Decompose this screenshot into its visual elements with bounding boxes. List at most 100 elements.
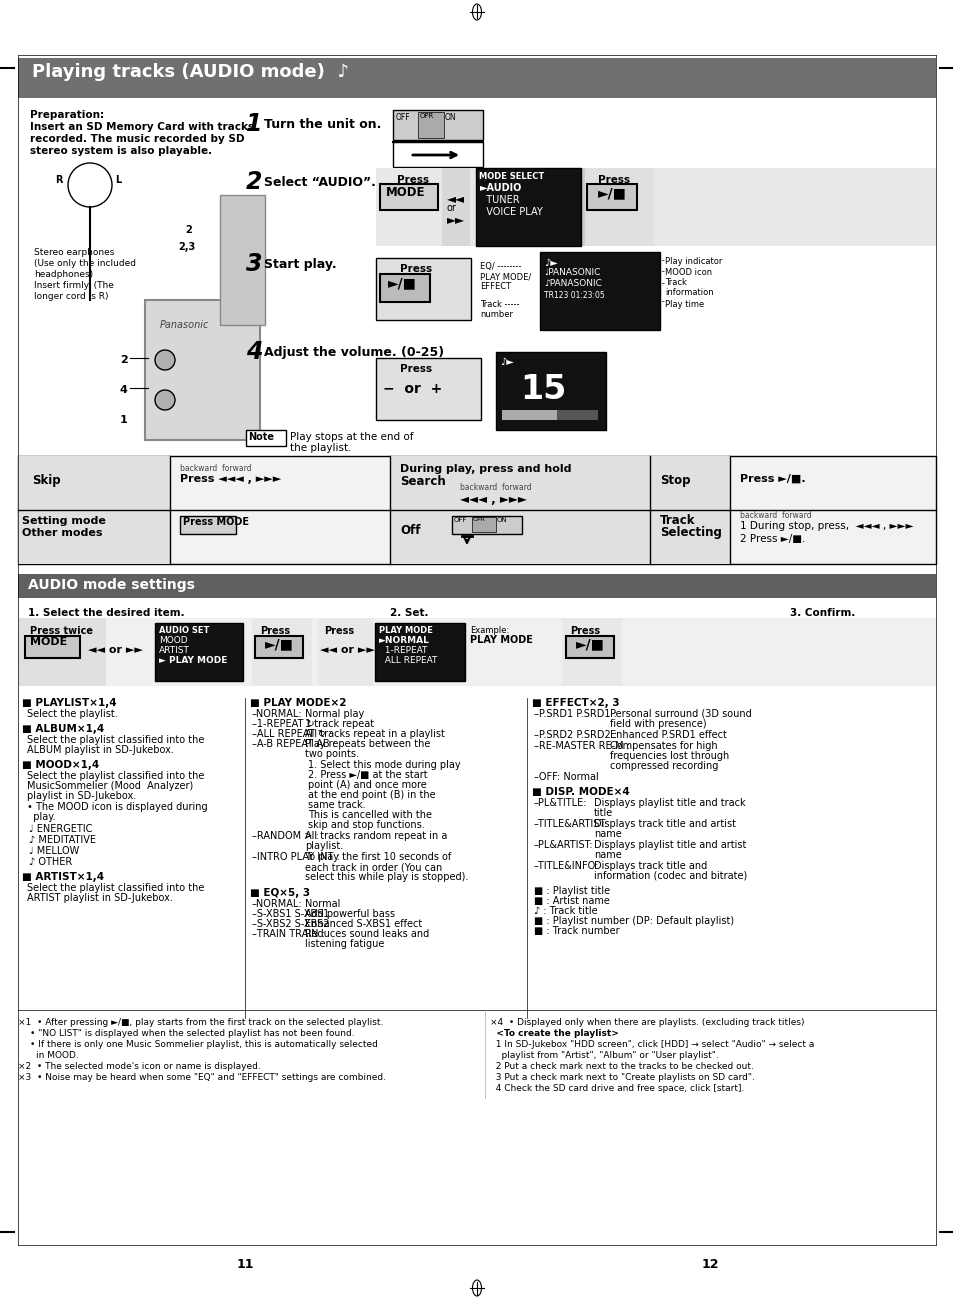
- Text: Start play.: Start play.: [264, 257, 336, 270]
- Text: During play, press and hold: During play, press and hold: [399, 464, 571, 474]
- Text: ♪ : Track title: ♪ : Track title: [534, 906, 597, 916]
- Bar: [390, 456, 649, 510]
- Text: 1. Select the desired item.: 1. Select the desired item.: [28, 608, 185, 618]
- Text: ♪►: ♪►: [543, 257, 558, 268]
- Bar: [561, 618, 621, 686]
- Text: Press: Press: [399, 264, 432, 274]
- Text: Add powerful bass: Add powerful bass: [305, 909, 395, 919]
- Text: –TRAIN TRAIN :: –TRAIN TRAIN :: [252, 930, 325, 939]
- Text: 2: 2: [246, 170, 262, 194]
- Text: or: or: [447, 203, 456, 213]
- Text: Insert an SD Memory Card with tracks: Insert an SD Memory Card with tracks: [30, 122, 253, 133]
- Text: 1: 1: [120, 415, 128, 425]
- Text: skip and stop functions.: skip and stop functions.: [308, 820, 424, 829]
- Text: ♩ ENERGETIC: ♩ ENERGETIC: [29, 824, 92, 835]
- Text: Displays track title and artist: Displays track title and artist: [594, 819, 735, 829]
- Text: information (codec and bitrate): information (codec and bitrate): [594, 871, 746, 881]
- Text: –P.SRD2 P.SRD2 :: –P.SRD2 P.SRD2 :: [534, 731, 617, 740]
- Text: Press: Press: [396, 176, 429, 185]
- Bar: [393, 142, 482, 166]
- Bar: [417, 112, 443, 138]
- Text: ►AUDIO: ►AUDIO: [479, 183, 522, 192]
- Text: –TITLE&INFO:: –TITLE&INFO:: [534, 861, 598, 871]
- Text: Displays playlist title and track: Displays playlist title and track: [594, 798, 745, 809]
- Text: To play the first 10 seconds of: To play the first 10 seconds of: [305, 852, 451, 862]
- Text: ON: ON: [444, 113, 456, 122]
- Text: ►/■: ►/■: [598, 186, 626, 200]
- Text: ■ : Track number: ■ : Track number: [534, 926, 619, 936]
- Text: Select the playlist classified into the: Select the playlist classified into the: [27, 883, 204, 893]
- Text: 1-REPEAT: 1-REPEAT: [378, 646, 427, 655]
- Bar: [18, 575, 935, 598]
- Text: PLAY MODE: PLAY MODE: [470, 634, 533, 645]
- Text: ♪PANASONIC: ♪PANASONIC: [543, 280, 601, 289]
- Text: ♩PANASONIC: ♩PANASONIC: [543, 268, 599, 277]
- Text: select this while play is stopped).: select this while play is stopped).: [305, 872, 468, 881]
- Text: Panasonic: Panasonic: [160, 320, 209, 330]
- Text: Example:: Example:: [470, 627, 509, 634]
- Text: 3 Put a check mark next to "Create playlists on SD card".: 3 Put a check mark next to "Create playl…: [490, 1072, 754, 1082]
- Text: backward  forward: backward forward: [180, 464, 252, 473]
- Bar: [441, 168, 470, 246]
- Text: All tracks repeat in a playlist: All tracks repeat in a playlist: [305, 729, 444, 738]
- Text: –ALL REPEAT ↻ :: –ALL REPEAT ↻ :: [252, 729, 332, 738]
- Text: frequencies lost through: frequencies lost through: [609, 751, 728, 760]
- Text: Other modes: Other modes: [22, 528, 102, 538]
- Text: –INTRO PLAY INT :: –INTRO PLAY INT :: [252, 852, 339, 862]
- Bar: [220, 195, 265, 325]
- Text: –NORMAL:: –NORMAL:: [252, 708, 302, 719]
- Text: –RE-MASTER RE-M :: –RE-MASTER RE-M :: [534, 741, 629, 751]
- Text: Turn the unit on.: Turn the unit on.: [264, 118, 381, 131]
- Bar: [375, 358, 480, 420]
- Bar: [580, 168, 584, 246]
- Text: name: name: [594, 829, 621, 838]
- Text: information: information: [664, 289, 713, 296]
- Text: Insert firmly. (The: Insert firmly. (The: [34, 281, 113, 290]
- Text: OFF: OFF: [454, 517, 467, 523]
- Text: Preparation:: Preparation:: [30, 111, 104, 120]
- Text: –NORMAL:: –NORMAL:: [252, 900, 302, 909]
- Text: 12: 12: [700, 1258, 718, 1271]
- Text: 4: 4: [246, 341, 262, 364]
- Text: TUNER: TUNER: [479, 195, 519, 205]
- Bar: [496, 352, 605, 430]
- Text: Press: Press: [569, 627, 599, 636]
- Text: Skip: Skip: [32, 474, 61, 488]
- Text: 2. Press ►/■ at the start: 2. Press ►/■ at the start: [308, 770, 427, 780]
- Text: ■ EQ×5, 3: ■ EQ×5, 3: [250, 888, 310, 898]
- Text: R: R: [55, 176, 63, 185]
- Text: each track in order (You can: each track in order (You can: [305, 862, 442, 872]
- Text: PLAY MODE: PLAY MODE: [378, 627, 433, 634]
- Bar: [586, 185, 637, 211]
- Text: Press ◄◄◄ , ►►►: Press ◄◄◄ , ►►►: [180, 474, 281, 484]
- Text: the playlist.: the playlist.: [290, 443, 351, 452]
- Text: ×3  • Noise may be heard when some "EQ" and "EFFECT" settings are combined.: ×3 • Noise may be heard when some "EQ" a…: [18, 1072, 386, 1082]
- Text: Press: Press: [324, 627, 354, 636]
- Text: at the end point (B) in the: at the end point (B) in the: [308, 790, 436, 800]
- Text: Select “AUDIO”.: Select “AUDIO”.: [264, 176, 375, 188]
- Text: same track.: same track.: [308, 800, 365, 810]
- Bar: [649, 510, 729, 564]
- Text: Playing tracks (AUDIO mode)  ♪: Playing tracks (AUDIO mode) ♪: [32, 62, 349, 81]
- Text: EQ/ --------: EQ/ --------: [479, 263, 521, 270]
- Text: Press: Press: [399, 364, 432, 374]
- Text: ♪►: ♪►: [499, 358, 514, 367]
- Text: This is cancelled with the: This is cancelled with the: [308, 810, 432, 820]
- Text: longer cord is R): longer cord is R): [34, 292, 109, 302]
- Text: 11: 11: [236, 1258, 253, 1271]
- Bar: [379, 274, 430, 302]
- Text: ♪ OTHER: ♪ OTHER: [29, 857, 72, 867]
- Text: OPR: OPR: [419, 113, 434, 120]
- Text: EFFECT: EFFECT: [479, 282, 511, 291]
- Bar: [18, 618, 106, 686]
- Text: Play stops at the end of: Play stops at the end of: [290, 432, 413, 442]
- Text: MusicSommelier (Mood  Analyzer): MusicSommelier (Mood Analyzer): [27, 781, 193, 790]
- Text: (Use only the included: (Use only the included: [34, 259, 136, 268]
- Bar: [25, 636, 80, 658]
- Text: AUDIO mode settings: AUDIO mode settings: [28, 578, 194, 592]
- Text: ►/■: ►/■: [388, 276, 416, 290]
- Text: Enhanced P.SRD1 effect: Enhanced P.SRD1 effect: [609, 731, 726, 740]
- Text: ◄◄ or ►►: ◄◄ or ►►: [319, 645, 375, 655]
- Text: MODE SELECT: MODE SELECT: [478, 172, 543, 181]
- Bar: [583, 168, 654, 246]
